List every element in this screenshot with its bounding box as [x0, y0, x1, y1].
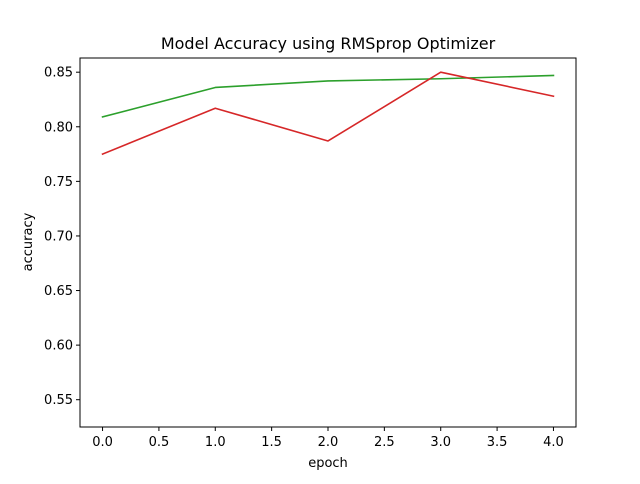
x-tick-label: 0.5 — [149, 435, 170, 450]
x-tick-label: 2.0 — [318, 435, 339, 450]
y-tick-label: 0.60 — [44, 339, 73, 354]
y-tick-label: 0.65 — [44, 284, 73, 299]
x-tick-label: 0.0 — [92, 435, 113, 450]
x-tick-label: 3.5 — [487, 435, 508, 450]
x-tick-label: 4.0 — [543, 435, 564, 450]
series-line-2 — [101, 71, 555, 156]
x-tick-label: 2.5 — [374, 435, 395, 450]
x-tick-label: 3.0 — [430, 435, 451, 450]
series-layer — [101, 71, 555, 156]
plot-frame — [79, 57, 577, 428]
x-axis-label: epoch — [308, 456, 348, 471]
x-tick-label: 1.5 — [261, 435, 282, 450]
y-tick-label: 0.85 — [44, 66, 73, 81]
series-line-1 — [101, 74, 555, 118]
y-tick-label: 0.70 — [44, 229, 73, 244]
chart-title: Model Accuracy using RMSprop Optimizer — [161, 34, 496, 53]
y-axis-label: accuracy — [21, 212, 36, 271]
y-tick-label: 0.55 — [44, 393, 73, 408]
y-tick-label: 0.80 — [44, 120, 73, 135]
x-tick-label: 1.0 — [205, 435, 226, 450]
x-axis-ticks: 0.0 0.5 1.0 1.5 2.0 2.5 3.0 3.5 4.0 — [92, 427, 564, 450]
y-axis-ticks: 0.55 0.60 0.65 0.70 0.75 0.80 0.85 — [44, 66, 80, 408]
y-tick-label: 0.75 — [44, 175, 73, 190]
